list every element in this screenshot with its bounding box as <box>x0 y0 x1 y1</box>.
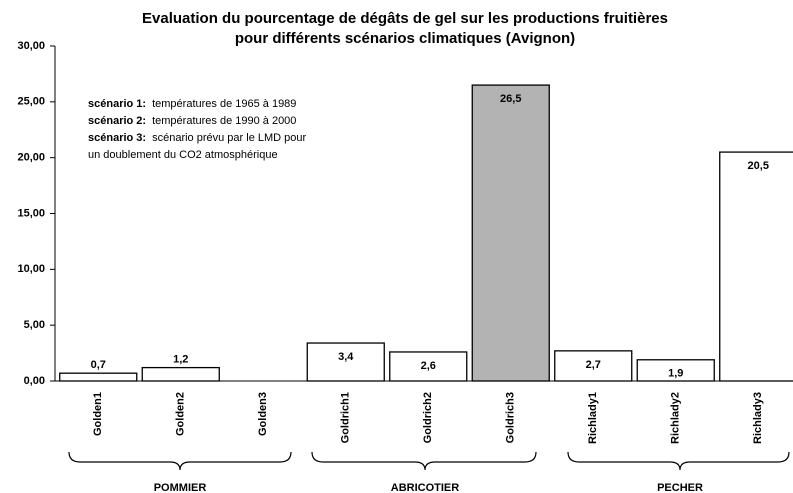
x-tick-label: Golden2 <box>175 392 187 436</box>
y-tick-label: 10,00 <box>17 263 45 275</box>
y-tick-label: 25,00 <box>17 96 45 108</box>
y-tick-label: 20,00 <box>17 152 45 164</box>
x-tick-label: Golden3 <box>257 392 269 436</box>
brace <box>68 451 292 471</box>
bar <box>59 372 138 382</box>
annotation-text: un doublement du CO2 atmosphérique <box>88 149 278 161</box>
y-tick-label: 15,00 <box>17 207 45 219</box>
brace <box>311 451 537 471</box>
group-label: POMMIER <box>154 482 207 493</box>
annotation-label: scénario 3: <box>88 132 146 144</box>
value-label: 1,9 <box>668 368 683 380</box>
x-tick-label: Richlady3 <box>752 392 764 444</box>
value-label: 0,7 <box>91 359 106 371</box>
x-tick-label: Goldrich2 <box>422 392 434 443</box>
y-tick-label: 30,00 <box>17 40 45 52</box>
bar <box>471 84 550 382</box>
chart-title: pour différents scénarios climatiques (A… <box>235 30 575 47</box>
group-braces <box>68 451 790 471</box>
annotation-text: températures de 1965 à 1989 <box>152 98 296 110</box>
annotation-label: scénario 1: <box>88 98 146 110</box>
value-label: 2,7 <box>586 359 601 371</box>
annotation: un doublement du CO2 atmosphérique <box>88 149 278 161</box>
x-tick-label: Richlady1 <box>587 392 599 444</box>
annotation: scénario 2: températures de 1990 à 2000 <box>88 115 296 127</box>
bar <box>554 350 633 382</box>
y-tick-label: 0,00 <box>24 375 45 387</box>
x-tick-label: Goldrich1 <box>340 392 352 443</box>
chart-title: Evaluation du pourcentage de dégâts de g… <box>142 10 668 27</box>
bar <box>719 151 793 382</box>
group-label: ABRICOTIER <box>391 482 460 493</box>
x-tick-label: Golden1 <box>92 392 104 436</box>
annotation-text: températures de 1990 à 2000 <box>152 115 296 127</box>
bar <box>141 366 220 382</box>
value-label: 26,5 <box>500 93 521 105</box>
value-label: 2,6 <box>421 360 436 372</box>
annotation-text: scénario prévu par le LMD pour <box>152 132 306 144</box>
bar <box>306 342 385 382</box>
annotation: scénario 1: températures de 1965 à 1989 <box>88 98 296 110</box>
brace <box>567 451 790 471</box>
annotation-label: scénario 2: <box>88 115 146 127</box>
value-label: 3,4 <box>338 351 354 363</box>
annotation: scénario 3: scénario prévu par le LMD pou… <box>88 132 307 144</box>
x-tick-label: Goldrich3 <box>505 392 517 443</box>
value-label: 1,2 <box>173 354 188 366</box>
y-tick-label: 5,00 <box>24 319 45 331</box>
value-label: 20,5 <box>748 160 769 172</box>
x-tick-label: Richlady2 <box>670 392 682 444</box>
group-label: PECHER <box>657 482 703 493</box>
